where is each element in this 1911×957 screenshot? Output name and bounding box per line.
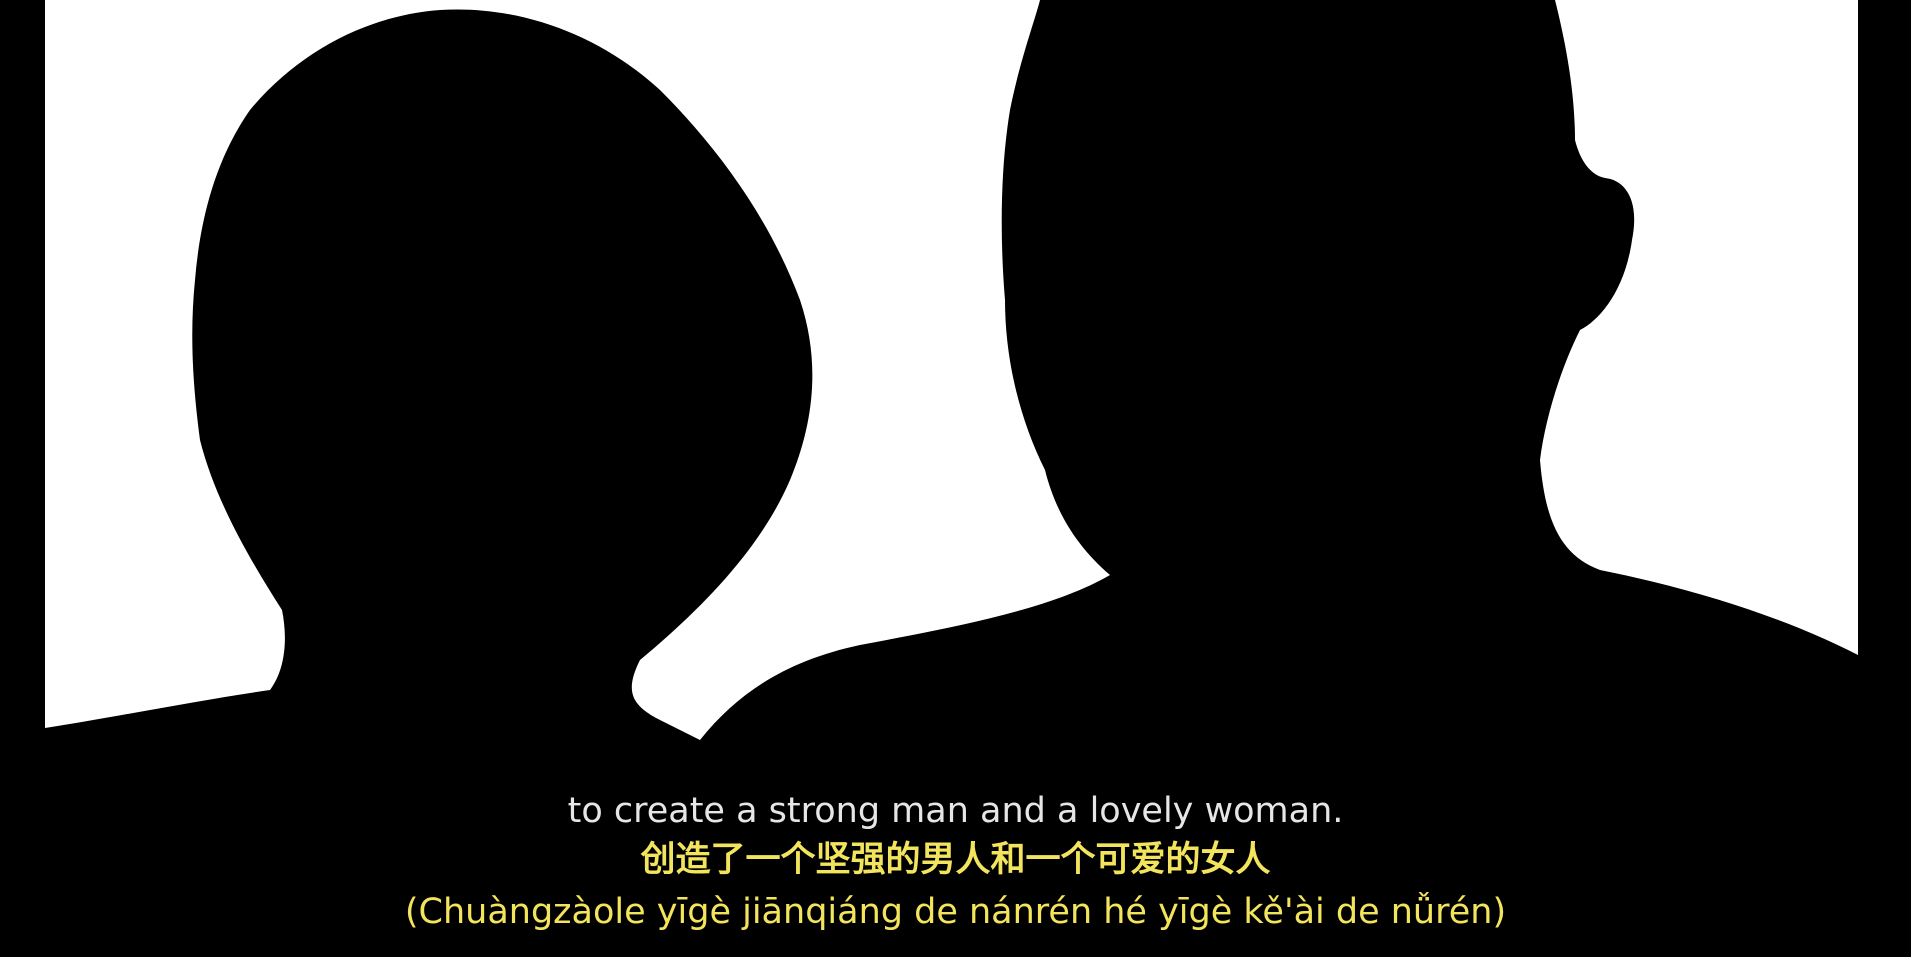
- subtitle-english: to create a strong man and a lovely woma…: [567, 791, 1344, 831]
- letterbox-left: [0, 0, 45, 957]
- right-person-silhouette: [700, 0, 1858, 957]
- left-person-silhouette: [45, 9, 813, 957]
- letterbox-right: [1858, 0, 1911, 957]
- subtitle-pinyin: (Chuàngzàole yīgè jiānqiáng de nánrén hé…: [404, 892, 1507, 932]
- subtitle-chinese: 创造了一个坚强的男人和一个可爱的女人: [640, 840, 1271, 880]
- subtitle-area: to create a strong man and a lovely woma…: [0, 788, 1911, 938]
